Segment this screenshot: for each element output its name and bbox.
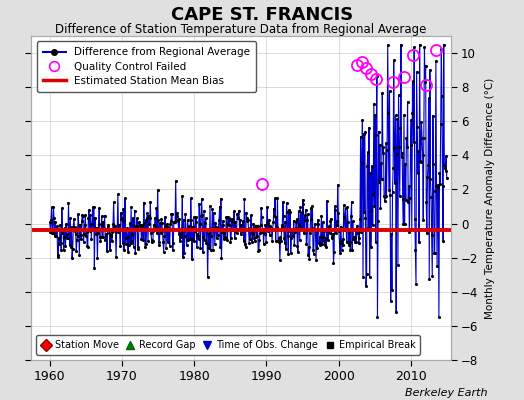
Text: Berkeley Earth: Berkeley Earth xyxy=(405,388,487,398)
Text: CAPE ST. FRANCIS: CAPE ST. FRANCIS xyxy=(171,6,353,24)
Y-axis label: Monthly Temperature Anomaly Difference (°C): Monthly Temperature Anomaly Difference (… xyxy=(485,77,495,319)
Title: Difference of Station Temperature Data from Regional Average: Difference of Station Temperature Data f… xyxy=(56,23,427,36)
Legend: Station Move, Record Gap, Time of Obs. Change, Empirical Break: Station Move, Record Gap, Time of Obs. C… xyxy=(36,336,420,355)
